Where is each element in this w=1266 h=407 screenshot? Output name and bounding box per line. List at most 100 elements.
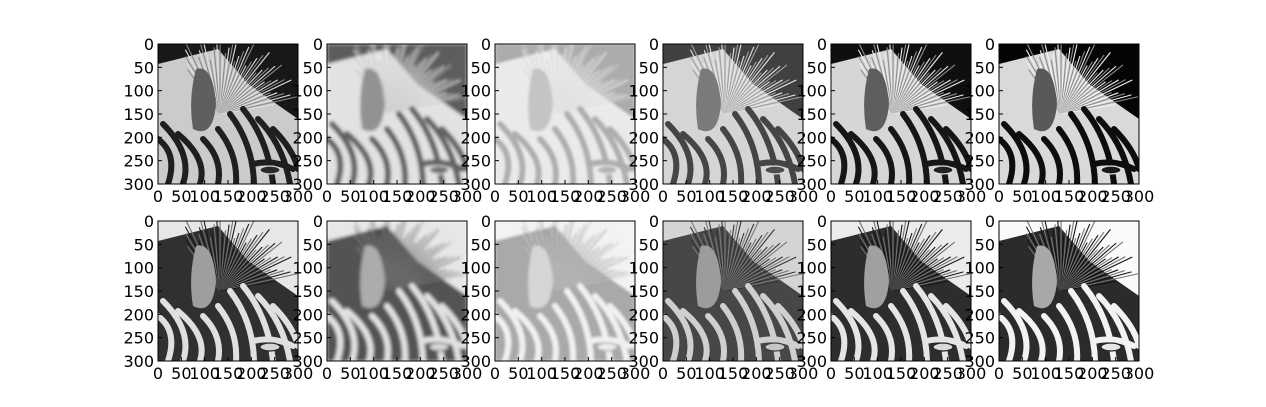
x-tick-label: 50 [171, 364, 191, 383]
y-tick-label: 150 [123, 105, 154, 124]
y-tick-label: 150 [460, 105, 491, 124]
zebra-eye [764, 342, 786, 352]
x-tick-label: 100 [862, 364, 893, 383]
y-tick-label: 150 [292, 282, 323, 301]
x-tick-label: 0 [994, 187, 1004, 206]
y-tick-label: 200 [123, 305, 154, 324]
y-tick-label: 250 [123, 329, 154, 348]
x-tick-label: 250 [428, 364, 459, 383]
x-tick-label: 50 [844, 187, 864, 206]
zebra-stripes [158, 106, 298, 184]
x-tick-label: 100 [526, 187, 557, 206]
x-tick-label: 0 [322, 364, 332, 383]
y-tick-label: 150 [123, 282, 154, 301]
x-tick-label: 50 [508, 364, 528, 383]
x-tick-label: 200 [573, 187, 604, 206]
y-tick-label: 150 [964, 282, 995, 301]
x-tick-label: 250 [764, 187, 795, 206]
y-tick-label: 50 [975, 58, 995, 77]
zebra-image [831, 221, 971, 361]
zebra-mane [521, 221, 635, 292]
x-tick-label: 0 [994, 364, 1004, 383]
x-tick-label: 300 [620, 187, 651, 206]
zebra-eye [428, 165, 450, 175]
x-tick-label: 50 [676, 364, 696, 383]
x-tick-label: 200 [405, 187, 436, 206]
y-tick-label: 100 [796, 82, 827, 101]
y-tick-label: 0 [481, 35, 491, 54]
zebra-stripes [327, 283, 467, 361]
zebra-image [663, 221, 803, 361]
y-tick-label: 50 [471, 235, 491, 254]
x-tick-label: 150 [886, 187, 917, 206]
x-tick-label: 100 [358, 364, 389, 383]
zebra-face-patch [360, 245, 385, 309]
x-tick-label: 0 [490, 187, 500, 206]
zebra-image [327, 221, 467, 361]
y-tick-label: 250 [796, 329, 827, 348]
y-tick-label: 100 [123, 82, 154, 101]
y-tick-label: 50 [303, 235, 323, 254]
x-tick-label: 50 [1012, 187, 1032, 206]
zebra-face-patch [864, 68, 889, 132]
zebra-face-patch [696, 245, 721, 309]
y-tick-label: 200 [123, 128, 154, 147]
zebra-face-patch [696, 68, 721, 132]
x-tick-label: 0 [153, 364, 163, 383]
y-tick-label: 250 [964, 152, 995, 171]
y-tick-label: 250 [796, 152, 827, 171]
x-tick-label: 200 [1077, 187, 1108, 206]
y-tick-label: 50 [134, 58, 154, 77]
x-tick-label: 0 [153, 187, 163, 206]
x-tick-label: 200 [741, 364, 772, 383]
y-tick-label: 0 [144, 212, 154, 231]
zebra-stripes [999, 283, 1139, 361]
y-tick-label: 250 [123, 152, 154, 171]
x-tick-label: 150 [718, 187, 749, 206]
x-tick-label: 50 [340, 187, 360, 206]
x-tick-label: 100 [358, 187, 389, 206]
y-tick-label: 100 [964, 82, 995, 101]
y-tick-label: 300 [460, 175, 491, 194]
x-tick-label: 100 [189, 364, 220, 383]
x-tick-label: 250 [596, 364, 627, 383]
x-tick-label: 0 [826, 364, 836, 383]
y-tick-label: 200 [964, 305, 995, 324]
x-tick-label: 250 [259, 187, 290, 206]
y-tick-label: 100 [796, 259, 827, 278]
x-tick-label: 50 [1012, 364, 1032, 383]
y-tick-label: 0 [817, 212, 827, 231]
y-tick-label: 300 [460, 352, 491, 371]
zebra-eye [932, 342, 954, 352]
zebra-face-patch [1032, 245, 1057, 309]
y-tick-label: 150 [292, 105, 323, 124]
y-tick-label: 0 [313, 35, 323, 54]
x-tick-label: 200 [741, 187, 772, 206]
y-tick-label: 0 [985, 212, 995, 231]
x-tick-label: 0 [322, 187, 332, 206]
x-tick-label: 150 [718, 364, 749, 383]
zebra-mane [184, 44, 298, 115]
y-tick-label: 200 [796, 305, 827, 324]
x-tick-label: 200 [1077, 364, 1108, 383]
zebra-stripes [663, 106, 803, 184]
y-tick-label: 300 [123, 175, 154, 194]
x-tick-label: 150 [382, 187, 413, 206]
x-tick-label: 300 [283, 364, 314, 383]
y-tick-label: 50 [303, 58, 323, 77]
y-tick-label: 100 [292, 82, 323, 101]
x-tick-label: 200 [909, 364, 940, 383]
x-tick-label: 100 [694, 364, 725, 383]
y-tick-label: 0 [649, 35, 659, 54]
y-tick-label: 100 [460, 82, 491, 101]
y-tick-label: 150 [964, 105, 995, 124]
x-tick-label: 300 [620, 364, 651, 383]
y-tick-label: 300 [292, 175, 323, 194]
y-tick-label: 50 [639, 235, 659, 254]
